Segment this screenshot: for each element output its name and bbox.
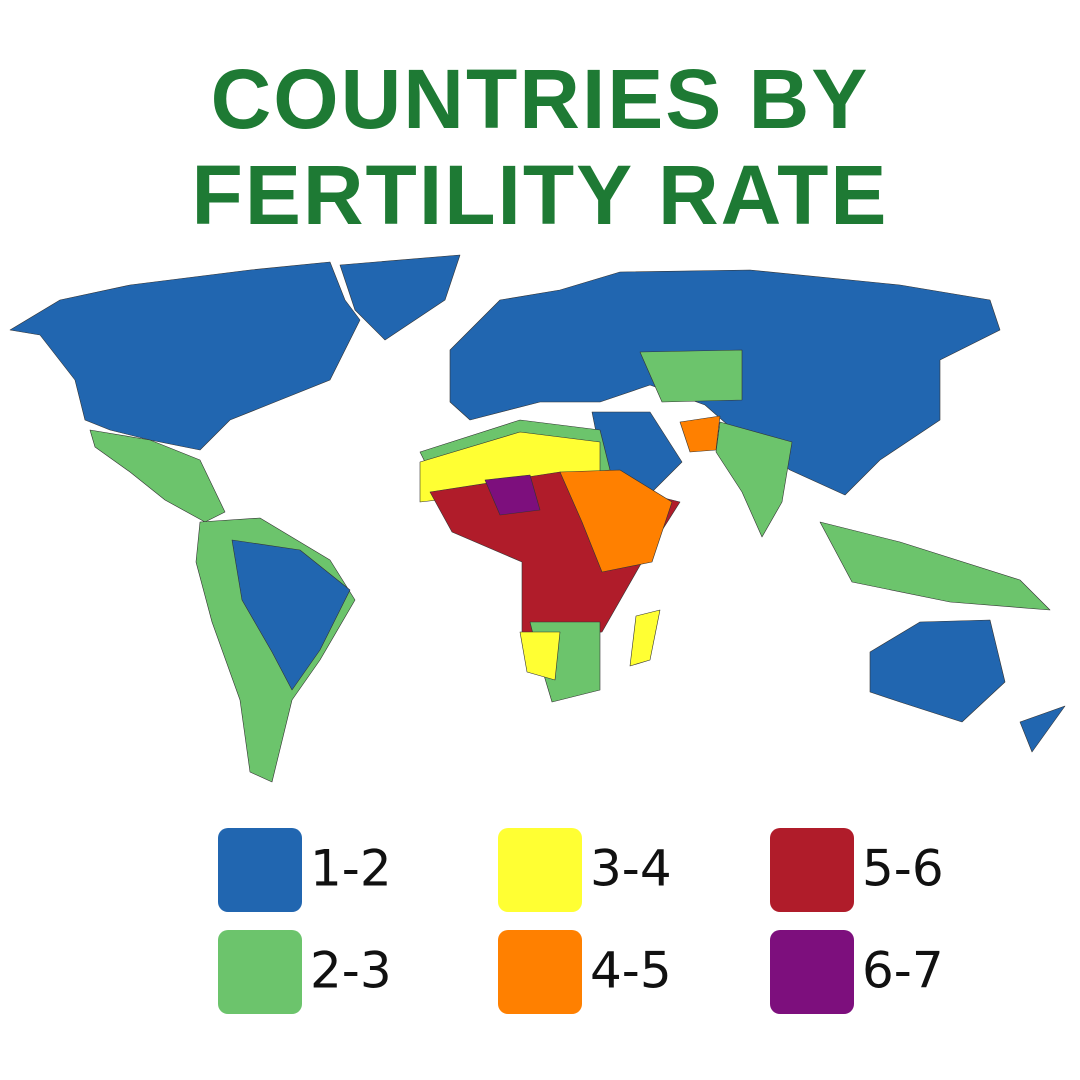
afghanistan — [679, 415, 721, 453]
legend: 1-2 2-3 3-4 4-5 5-6 6-7 — [218, 828, 944, 1014]
legend-label: 2-3 — [310, 942, 392, 1000]
legend-swatch — [218, 930, 302, 1014]
north-america — [9, 261, 361, 451]
central-asia — [639, 349, 743, 403]
greenland — [339, 254, 461, 341]
legend-swatch — [770, 828, 854, 912]
india — [715, 421, 793, 538]
legend-label: 4-5 — [590, 942, 672, 1000]
southeast-asia — [819, 521, 1051, 611]
legend-label: 5-6 — [862, 840, 944, 898]
brazil — [231, 539, 351, 691]
legend-swatch — [498, 828, 582, 912]
title-line: COUNTRIES BY — [211, 52, 870, 146]
legend-swatch — [770, 930, 854, 1014]
niger — [484, 474, 541, 516]
legend-swatch — [218, 828, 302, 912]
southwest-africa — [519, 631, 561, 681]
title-line: FERTILITY RATE — [192, 148, 889, 242]
legend-label: 1-2 — [310, 840, 392, 898]
world-map — [9, 254, 1066, 783]
madagascar — [629, 609, 661, 667]
legend-label: 6-7 — [862, 942, 944, 1000]
new-zealand — [1019, 705, 1066, 753]
legend-label: 3-4 — [590, 840, 672, 898]
australia — [869, 619, 1006, 723]
east-africa — [559, 469, 673, 573]
legend-swatch — [498, 930, 582, 1014]
